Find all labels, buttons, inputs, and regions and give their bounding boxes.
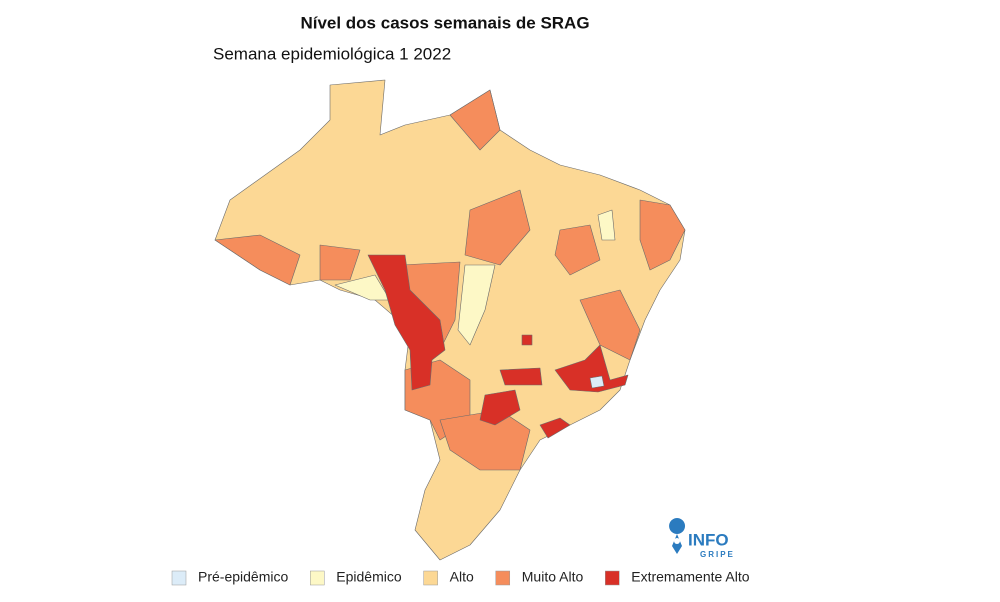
logo-top: INFO: [688, 530, 729, 549]
region: [589, 375, 605, 389]
region: [457, 264, 496, 346]
legend-swatch: [423, 570, 438, 586]
legend-swatch: [171, 570, 187, 586]
legend-label: Alto: [450, 569, 474, 585]
legend-swatch: [495, 570, 511, 586]
legend-label: Muito Alto: [522, 569, 584, 585]
region: [521, 334, 533, 346]
region: [554, 224, 601, 276]
legend-swatch: [605, 570, 620, 586]
legend-label: Extremamente Alto: [631, 569, 749, 585]
legend: Pré-epidêmico Epidêmico Alto Muito Alto Extr…: [171, 569, 750, 586]
legend-label: Pré-epidêmico: [198, 569, 288, 585]
region: [554, 344, 629, 393]
region: [464, 189, 531, 266]
legend-swatch: [310, 570, 325, 586]
region: [579, 289, 641, 361]
logo-pin: [669, 518, 686, 554]
region: [367, 254, 446, 391]
region: [319, 244, 361, 281]
region: [597, 209, 616, 241]
region: [214, 234, 301, 286]
legend-label: Epidêmico: [336, 569, 402, 585]
logo-bottom: GRIPE: [700, 550, 735, 559]
region: [539, 417, 571, 439]
logo-pin-dot: [674, 538, 680, 544]
logo: INFO GRIPE: [669, 518, 735, 559]
subtitle: Semana epidemiológica 1 2022: [213, 44, 451, 63]
region: [499, 367, 543, 386]
region: [479, 389, 521, 426]
brazil-map: [214, 79, 686, 561]
region: [639, 199, 686, 271]
region: [449, 89, 501, 151]
title: Nível dos casos semanais de SRAG: [300, 13, 589, 32]
